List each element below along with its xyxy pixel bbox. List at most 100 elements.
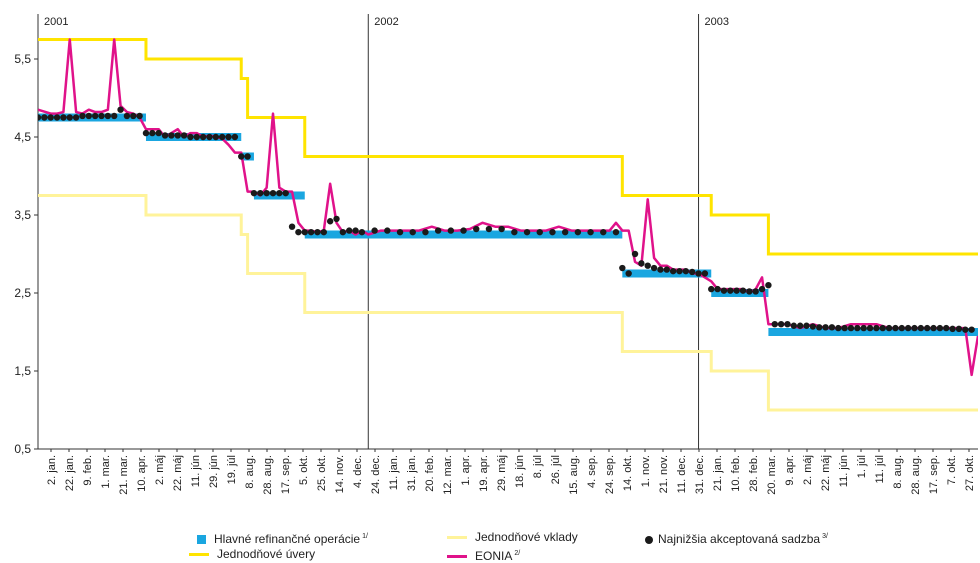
x-tick-label: 28. aug. xyxy=(262,455,274,495)
hro-segment xyxy=(711,289,769,297)
rate-point xyxy=(130,112,137,120)
rate-point xyxy=(155,129,162,137)
rate-point xyxy=(206,133,213,141)
legend-item-najnizsia: Najnižšia akceptovaná sadzba 3/ xyxy=(645,530,828,546)
rate-point xyxy=(301,228,308,236)
rate-point xyxy=(307,228,315,236)
rate-point xyxy=(968,326,975,333)
rate-point xyxy=(892,324,899,332)
rate-point xyxy=(523,228,531,236)
rate-point xyxy=(847,324,855,332)
legend-label-najnizsia: Najnižšia akceptovaná sadzba xyxy=(658,532,821,546)
rate-point xyxy=(384,227,391,234)
x-tick-label: 24. dec. xyxy=(370,455,382,494)
rate-point xyxy=(396,228,404,236)
series-jednodnove-uvery xyxy=(38,38,978,256)
rate-point xyxy=(536,228,543,236)
x-tick-label: 26. júl xyxy=(550,455,562,484)
x-tick-label: 9. apr. xyxy=(784,455,796,486)
rate-point xyxy=(923,324,931,332)
rate-point xyxy=(269,189,277,197)
rate-point xyxy=(422,228,429,236)
x-tick-label: 8. aug. xyxy=(244,455,256,489)
rate-point xyxy=(225,133,232,141)
x-tick-label: 5. okt. xyxy=(298,455,310,485)
x-tick-label: 12. mar. xyxy=(442,455,454,495)
x-tick-label: 17. sep. xyxy=(928,455,940,494)
legend-note-najnizsia: 3/ xyxy=(822,533,828,540)
rate-point xyxy=(244,153,251,160)
rate-point xyxy=(288,223,296,230)
rate-point xyxy=(142,129,150,137)
rate-point xyxy=(473,225,480,233)
legend-item-hro: Hlavné refinančné operácie 1/ xyxy=(197,530,368,546)
rate-point xyxy=(231,133,239,141)
rate-point xyxy=(66,114,73,121)
hro-segment xyxy=(38,113,146,122)
rate-point xyxy=(644,262,651,269)
rate-point xyxy=(371,227,378,234)
x-tick-label: 1. nov. xyxy=(640,455,652,487)
legend-note-hro: 1/ xyxy=(362,533,368,540)
x-tick-label: 8. aug. xyxy=(892,455,904,489)
rate-point xyxy=(803,322,810,329)
rate-point xyxy=(816,324,823,331)
x-tick-label: 19. apr. xyxy=(478,455,490,492)
rate-point xyxy=(91,112,99,120)
x-tick-label: 7. okt. xyxy=(946,455,958,485)
x-tick-label: 21. nov. xyxy=(658,455,670,493)
rate-point xyxy=(263,189,270,197)
hro-segment xyxy=(768,328,978,336)
y-tick-label: 2,5 xyxy=(14,286,31,300)
legend-label-hro: Hlavné refinančné operácie xyxy=(214,532,361,546)
rate-point xyxy=(771,321,778,328)
rate-point xyxy=(663,266,670,273)
rate-point xyxy=(41,114,48,121)
x-tick-label: 2. máj xyxy=(802,455,814,485)
x-tick-label: 4. sep. xyxy=(586,455,598,488)
x-tick-label: 14. okt. xyxy=(622,455,634,491)
rate-point xyxy=(669,267,677,275)
legend-swatch-najnizsia xyxy=(645,535,653,544)
x-tick-label: 29. máj xyxy=(496,455,508,491)
rate-point xyxy=(796,322,804,329)
rate-point xyxy=(733,287,740,294)
legend-swatch-hro xyxy=(197,535,206,545)
rate-point xyxy=(511,228,518,236)
rate-point xyxy=(326,218,334,225)
rate-point xyxy=(936,324,944,332)
x-tick-label: 22. máj xyxy=(172,455,184,491)
rate-point xyxy=(199,133,207,141)
x-tick-label: 20. feb. xyxy=(424,455,436,492)
rate-point xyxy=(276,189,283,197)
rate-point xyxy=(117,106,124,113)
legend-item-uvery: Jednodňové úvery xyxy=(189,547,315,561)
x-tick-label: 1. apr. xyxy=(460,455,472,486)
y-tick-label: 3,5 xyxy=(14,208,31,222)
rate-point xyxy=(727,287,734,294)
x-axis: 2. jan. 22. jan. 9. feb. 1. mar. 21. mar. 10.… xyxy=(38,448,978,495)
rate-point xyxy=(650,264,658,272)
rate-point xyxy=(631,250,639,258)
rate-point xyxy=(739,287,747,294)
rate-point xyxy=(930,324,937,332)
x-tick-label: 17. sep. xyxy=(280,455,292,494)
x-tick-label: 14. nov. xyxy=(334,455,346,493)
rate-point xyxy=(638,260,645,267)
rate-point xyxy=(720,287,728,294)
rate-point xyxy=(549,228,556,236)
x-tick-label: 15. aug. xyxy=(568,455,580,495)
rate-point xyxy=(320,228,328,236)
rate-point xyxy=(625,270,632,277)
x-tick-label: 28. aug. xyxy=(910,455,922,495)
rate-point xyxy=(879,324,886,332)
x-tick-label: 31. jan. xyxy=(406,455,418,491)
rate-point xyxy=(174,132,181,139)
series-jednodnove-vklady xyxy=(38,194,978,412)
rate-point xyxy=(860,324,867,332)
rate-point xyxy=(161,132,169,139)
rate-point xyxy=(257,189,264,197)
rate-point xyxy=(104,112,112,120)
x-tick-label: 2. máj xyxy=(154,455,166,485)
rate-point xyxy=(434,227,442,234)
